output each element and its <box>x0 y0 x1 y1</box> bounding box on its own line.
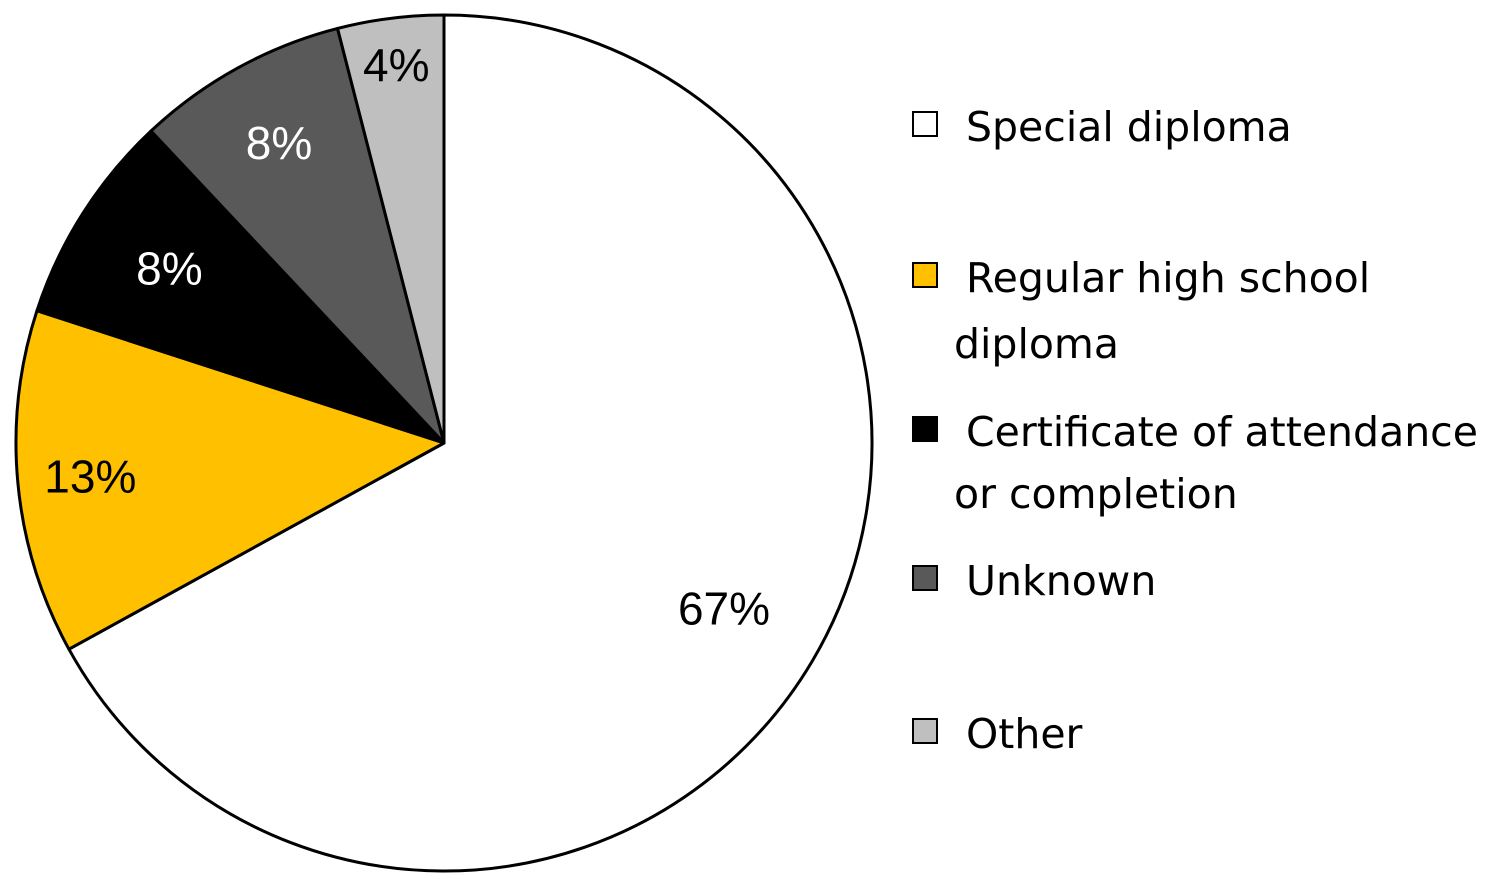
pie-slice-unknown <box>149 26 446 445</box>
legend-item-regular-diploma: Regular high school diploma <box>912 247 1501 375</box>
pie-label-certificate-of-attendance-or-completion: 8% <box>136 243 202 295</box>
legend-label-certificate: Certificate of attendance or completion <box>954 401 1501 525</box>
pie-slice-other <box>336 13 446 445</box>
legend-label-special-diploma: Special diploma <box>966 103 1292 151</box>
pie-label-unknown: 8% <box>246 117 312 169</box>
pie-label-regular-high-school-diploma: 13% <box>44 450 136 502</box>
legend-swatch-regular-diploma <box>912 262 938 288</box>
chart-legend: Special diploma Regular high school dipl… <box>912 0 1501 879</box>
legend-item-unknown: Unknown <box>912 550 1501 612</box>
legend-item-special-diploma: Special diploma <box>912 96 1501 158</box>
legend-swatch-certificate <box>912 416 938 442</box>
pie-slice-regular-high-school-diploma <box>14 309 446 651</box>
legend-label-regular-diploma-line1: Regular high school <box>966 254 1371 302</box>
pie-label-other: 4% <box>363 39 429 91</box>
legend-item-certificate: Certificate of attendance or completion <box>912 401 1501 525</box>
legend-label-other: Other <box>966 710 1083 758</box>
legend-swatch-unknown <box>912 565 938 591</box>
legend-label-regular-diploma-line2: diploma <box>954 320 1119 368</box>
legend-item-other: Other <box>912 703 1501 765</box>
legend-label-certificate-line2: or completion <box>954 470 1238 518</box>
pie-label-special-diploma: 67% <box>678 583 770 635</box>
pie-slice-certificate-of-attendance-or-completion <box>35 129 446 445</box>
legend-label-certificate-line1: Certificate of attendance <box>966 408 1478 456</box>
legend-swatch-special-diploma <box>912 111 938 137</box>
pie-chart: 67% 13% 8% 8% 4% <box>14 13 874 873</box>
pie-slice-special-diploma <box>67 13 874 873</box>
legend-label-unknown: Unknown <box>966 557 1157 605</box>
legend-swatch-other <box>912 718 938 744</box>
legend-label-regular-diploma: Regular high school diploma <box>954 247 1501 375</box>
